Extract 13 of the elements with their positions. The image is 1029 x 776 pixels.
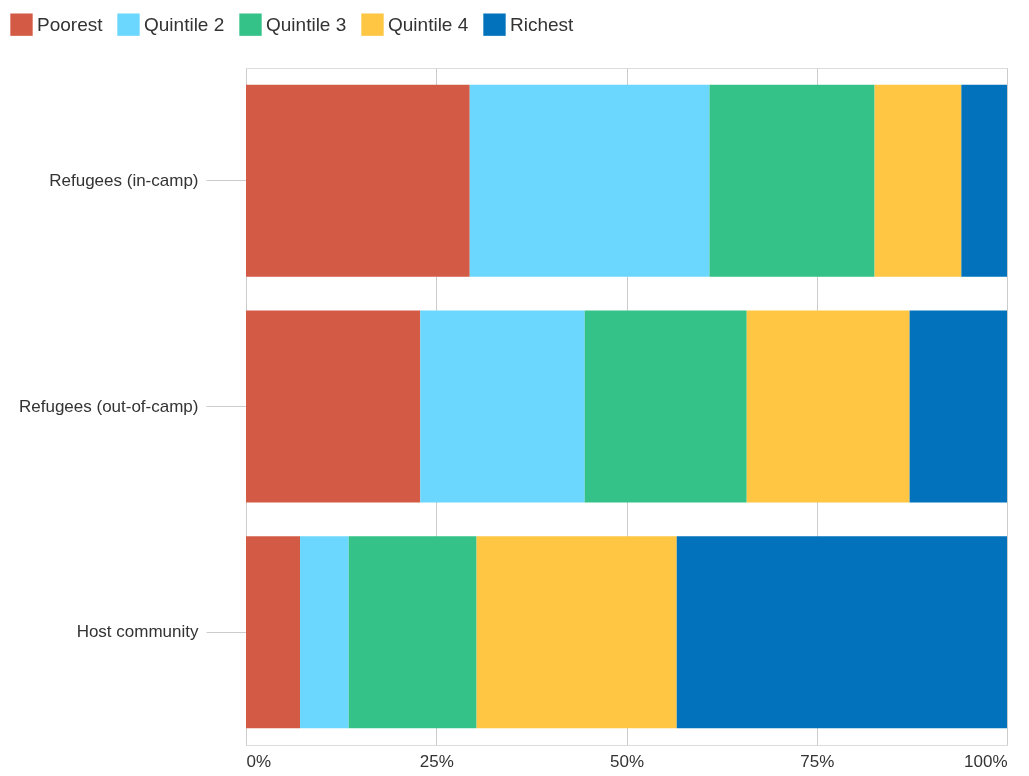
x-tick-label: 25% (419, 751, 454, 771)
legend-label: Poorest (37, 13, 104, 35)
legend-label: Quintile 3 (266, 13, 347, 35)
x-tick-label: 75% (800, 751, 835, 771)
y-tick-label: Refugees (in-camp) (49, 170, 199, 190)
x-tick-label: 0% (246, 751, 272, 771)
x-tick-label: 50% (609, 751, 645, 771)
legend-label: Quintile 2 (144, 13, 225, 35)
legend-label: Richest (510, 13, 575, 35)
legend-label: Quintile 4 (388, 13, 469, 35)
x-tick-label: 100% (964, 751, 1008, 771)
y-tick-label: Refugees (out-of-camp) (18, 396, 199, 416)
y-tick-label: Host community (76, 622, 199, 642)
